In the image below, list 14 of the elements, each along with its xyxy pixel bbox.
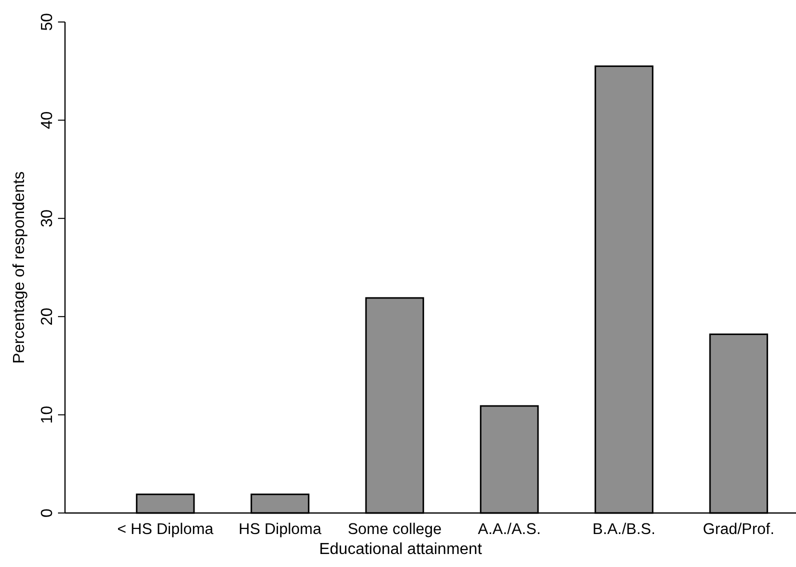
x-tick-label: A.A./A.S. <box>478 521 541 538</box>
x-axis-title: Educational attainment <box>319 541 482 558</box>
y-tick-label: 50 <box>39 13 56 31</box>
y-tick-label: 20 <box>39 308 56 326</box>
x-tick-label: < HS Diploma <box>117 521 214 538</box>
y-tick-label: 40 <box>39 111 56 130</box>
y-tick-label: 10 <box>39 406 56 424</box>
x-tick-label: B.A./B.S. <box>592 521 656 538</box>
y-tick-label: 0 <box>39 508 56 518</box>
y-tick-label: 30 <box>39 209 56 228</box>
x-tick-label: HS Diploma <box>238 521 322 538</box>
y-axis-title: Percentage of respondents <box>11 171 28 364</box>
x-tick-label: Grad/Prof. <box>702 521 774 538</box>
x-tick-label: Some college <box>348 521 442 538</box>
